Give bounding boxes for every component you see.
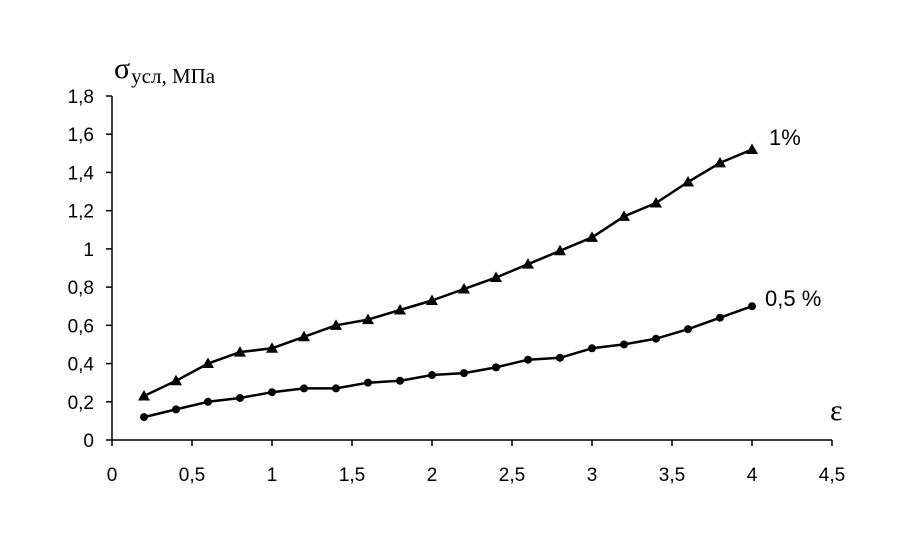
data-point-circle <box>460 369 468 378</box>
data-point-circle <box>428 371 436 380</box>
x-tick-label: 4,5 <box>819 465 845 486</box>
y-tick-label: 1,6 <box>68 125 94 146</box>
y-tick-label: 1,8 <box>68 87 94 108</box>
y-tick-label: 1,2 <box>68 202 94 223</box>
x-tick-label: 2 <box>427 465 438 486</box>
data-point-triangle <box>554 244 566 256</box>
x-tick-label: 1 <box>267 465 278 486</box>
series-line-1 <box>143 305 753 419</box>
data-point-triangle <box>522 258 534 269</box>
x-ticks: 0 0,5 1 1,5 2 2,5 3 3,5 4 4,5 <box>107 440 845 486</box>
series-line-0 <box>143 148 753 398</box>
data-point-circle <box>300 384 308 393</box>
y-axis-label-sub: усл, МПа <box>131 64 216 88</box>
data-point-triangle <box>426 294 438 305</box>
x-tick-label: 2,5 <box>499 465 525 486</box>
series-label-1pct: 1% <box>769 125 801 150</box>
data-point-circle <box>332 384 340 393</box>
data-point-circle <box>556 353 564 362</box>
data-point-circle <box>716 313 724 322</box>
x-tick-label: 4 <box>747 465 758 486</box>
data-point-triangle <box>746 143 758 155</box>
data-point-circle <box>748 302 756 311</box>
data-point-triangle <box>298 330 310 342</box>
series-layer <box>138 143 758 422</box>
data-point-circle <box>364 378 372 387</box>
x-tick-label: 0 <box>107 465 118 486</box>
data-point-triangle <box>714 156 726 168</box>
series-label-0-5pct: 0,5 % <box>765 286 821 311</box>
data-point-triangle <box>202 357 214 369</box>
x-tick-label: 3,5 <box>659 465 685 486</box>
data-point-triangle <box>618 210 630 221</box>
data-point-circle <box>204 397 212 406</box>
data-point-triangle <box>138 390 150 401</box>
x-tick-label: 1,5 <box>339 465 365 486</box>
y-tick-label: 0,6 <box>68 316 94 337</box>
y-tick-label: 0,4 <box>68 355 95 376</box>
data-point-triangle <box>266 342 278 353</box>
data-point-circle <box>236 393 244 402</box>
data-point-triangle <box>586 231 598 242</box>
x-tick-label: 3 <box>587 465 598 486</box>
y-tick-label: 0,8 <box>68 278 94 299</box>
data-point-circle <box>684 325 692 334</box>
data-point-circle <box>620 340 628 349</box>
data-point-triangle <box>170 374 182 386</box>
data-point-circle <box>652 334 660 343</box>
plot-area: 0 0,2 0,4 0,6 0,8 1 1,2 1,4 1,6 1,8 0 0,5 1 1,5 2 2,5 3… <box>68 87 846 486</box>
data-point-circle <box>268 388 276 397</box>
y-tick-label: 1,4 <box>68 163 95 184</box>
data-point-triangle <box>330 319 342 330</box>
data-point-triangle <box>362 313 374 325</box>
data-point-triangle <box>394 304 406 315</box>
data-point-triangle <box>650 197 662 208</box>
data-point-triangle <box>458 283 470 294</box>
data-point-triangle <box>490 271 502 283</box>
y-tick-label: 0 <box>83 431 94 452</box>
y-axis-label: σусл, МПа <box>114 52 216 88</box>
data-point-circle <box>396 376 404 385</box>
data-point-triangle <box>234 346 246 357</box>
y-axis-label-main: σ <box>114 52 130 85</box>
x-tick-label: 0,5 <box>179 465 205 486</box>
data-point-circle <box>524 355 532 364</box>
y-tick-label: 0,2 <box>68 393 94 414</box>
data-point-circle <box>588 344 596 353</box>
data-point-circle <box>492 363 500 372</box>
data-point-triangle <box>682 176 694 187</box>
data-point-circle <box>140 413 148 422</box>
y-ticks: 0 0,2 0,4 0,6 0,8 1 1,2 1,4 1,6 1,8 <box>68 87 112 452</box>
y-tick-label: 1 <box>83 240 94 261</box>
data-point-circle <box>172 405 180 414</box>
x-axis-label: ε <box>830 394 843 427</box>
